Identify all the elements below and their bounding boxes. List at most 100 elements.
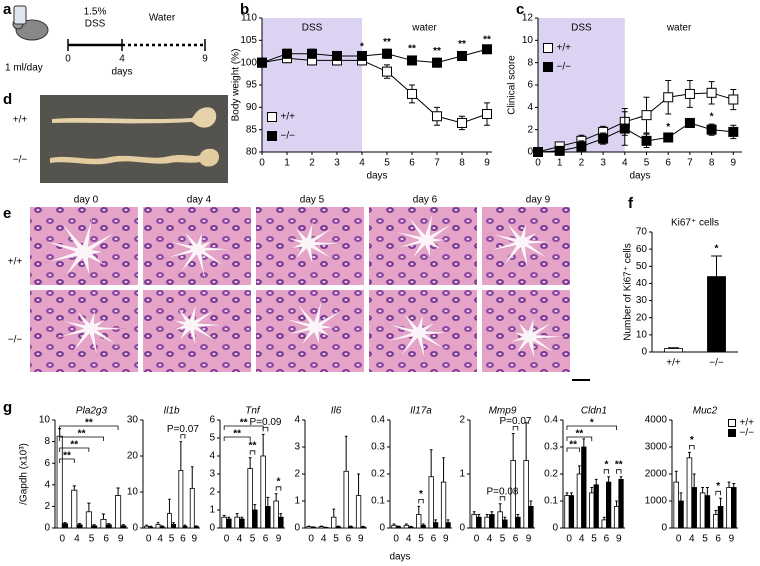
y-tick-label: 4 [44, 479, 50, 490]
error-bar [477, 514, 481, 518]
significance: * [590, 418, 594, 429]
significance: ** [483, 35, 491, 46]
significance: * [690, 435, 694, 446]
error-bar [727, 481, 731, 488]
bar [673, 481, 680, 529]
y-tick-label: 2 [527, 124, 533, 135]
error-bar [274, 493, 278, 501]
y-tick-label: 0.4 [371, 415, 385, 426]
pair-bracket [715, 490, 721, 496]
bracket [566, 436, 593, 441]
bar [484, 516, 490, 529]
bar [252, 509, 258, 529]
error-bar [116, 487, 120, 496]
y-tick-label: 10 [127, 487, 139, 498]
bar [347, 526, 354, 529]
y-tick-label: 0.1 [544, 496, 558, 507]
bar [226, 518, 232, 529]
bar [476, 516, 482, 529]
y-tick-label: 1000 [645, 496, 668, 507]
x-tick-label: 4 [487, 534, 493, 545]
bar [699, 492, 706, 529]
column-label: day 6 [413, 195, 438, 206]
error-bar [701, 487, 705, 493]
row-label: −/− [13, 155, 28, 166]
error-bar [442, 457, 445, 483]
error-bar [516, 514, 520, 518]
chart-title: Pla2g3 [76, 406, 108, 417]
bar [61, 523, 68, 529]
x-tick-label: 6 [346, 534, 352, 545]
bar [355, 495, 362, 529]
bar [440, 481, 447, 529]
error-bar [692, 473, 696, 488]
x-tick-label: 5 [250, 534, 256, 545]
significance: ** [383, 37, 391, 48]
row-label: +/+ [13, 115, 28, 126]
bar [115, 495, 122, 529]
y-tick-label: 105 [240, 35, 257, 46]
bar [166, 513, 172, 529]
x-tick-label: 9 [484, 158, 490, 169]
bracket [59, 436, 104, 441]
bar [707, 276, 726, 353]
marker [357, 50, 367, 61]
y-tick-label: 80 [246, 147, 258, 158]
panel-label: g [3, 399, 12, 416]
bar [318, 526, 324, 529]
x-tick-label: 1 [284, 158, 290, 169]
y-axis-label: Number of Ki67⁺ cells [623, 243, 634, 341]
bar [155, 524, 161, 529]
y-tick-label: 0 [44, 523, 50, 534]
error-bar [524, 422, 528, 461]
error-bar [344, 435, 348, 472]
x-tick-label: 1 [557, 158, 563, 169]
panel-label: b [240, 1, 249, 18]
error-bar [429, 449, 433, 477]
x-tick-label: 9 [192, 534, 198, 545]
marker [663, 132, 674, 143]
x-tick-label: 8 [459, 158, 465, 169]
bar [678, 500, 684, 529]
marker [554, 145, 565, 156]
lumen [391, 211, 455, 260]
marker [382, 48, 392, 59]
x-tick-label: 4 [157, 534, 163, 545]
x-tick-label: 5 [89, 534, 95, 545]
significance: ** [615, 459, 623, 470]
y-tick-label: 2 [459, 415, 465, 426]
bar [528, 505, 534, 529]
bar [391, 524, 397, 529]
bar [189, 487, 195, 529]
significance: * [419, 489, 423, 500]
series-line [537, 122, 734, 153]
x-tick-label: −/− [709, 358, 724, 369]
legend-swatch [728, 429, 736, 437]
schema-tick-label: 0 [65, 54, 71, 65]
x-tick-label: 0 [393, 534, 399, 545]
y-tick-label: 3 [209, 469, 215, 480]
y-tick-label: 0.4 [544, 415, 558, 426]
chart-title: Muc2 [693, 406, 718, 417]
significance: * [604, 459, 608, 470]
y-tick-label: 110 [241, 13, 257, 24]
bar [91, 525, 98, 529]
bar [589, 492, 595, 529]
legend-swatch [543, 62, 553, 72]
error-bar [434, 519, 437, 523]
x-tick-label: 6 [604, 534, 610, 545]
bar [234, 516, 240, 529]
legend-swatch [267, 112, 277, 122]
pair-bracket [275, 486, 282, 491]
bar [193, 526, 199, 529]
y-tick-label: 2000 [645, 469, 668, 480]
error-bar [529, 500, 533, 507]
bar [239, 518, 245, 529]
bar [601, 519, 607, 529]
y-tick-label: 0 [661, 523, 667, 534]
y-tick-label: 10 [522, 35, 534, 46]
error-bar [582, 438, 586, 447]
y-tick-label: 0.1 [371, 496, 385, 507]
